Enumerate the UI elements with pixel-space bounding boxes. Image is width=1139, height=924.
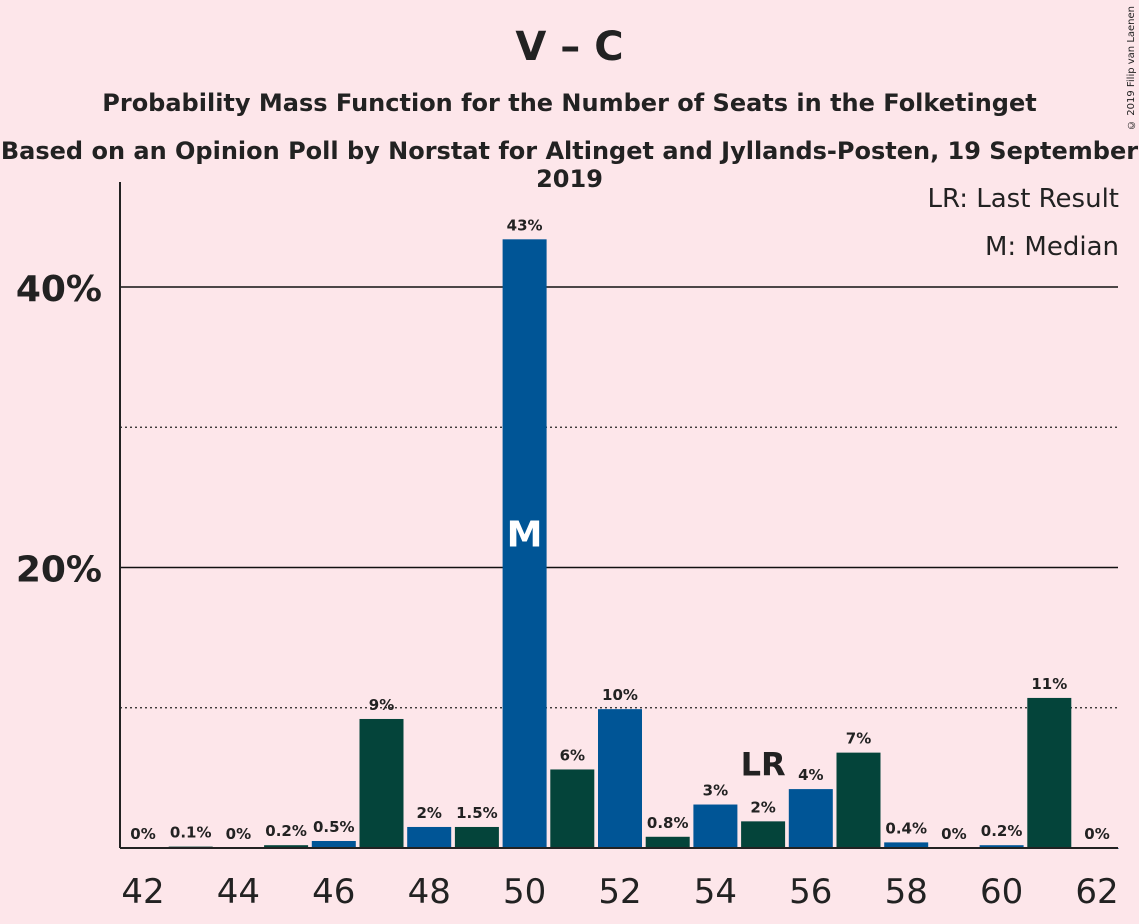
bar [741, 821, 786, 848]
bar-value-label: 4% [798, 766, 823, 784]
x-tick-label: 52 [598, 872, 641, 912]
last-result-marker: LR [741, 745, 786, 783]
bar [359, 718, 404, 848]
bar-value-label: 1.5% [456, 804, 498, 822]
bar [264, 845, 309, 848]
bar [311, 840, 356, 848]
bar-value-label: 0% [130, 825, 155, 843]
copyright-note: © 2019 Filip van Laenen [1126, 6, 1137, 130]
bar-value-label: 0.1% [170, 824, 212, 842]
x-tick-label: 60 [980, 872, 1023, 912]
bar [407, 826, 452, 848]
bar-value-label: 0.5% [313, 818, 355, 836]
y-tick-label: 20% [16, 550, 102, 591]
legend-median: M: Median [984, 232, 1119, 262]
bar-value-label: 11% [1031, 675, 1067, 693]
bar-value-label: 43% [507, 216, 543, 234]
x-tick-label: 56 [789, 872, 832, 912]
bar-value-label: 0.8% [647, 814, 689, 832]
x-tick-label: 54 [694, 872, 737, 912]
x-tick-label: 42 [121, 872, 164, 912]
bar [502, 239, 547, 848]
bar-value-label: 9% [369, 696, 394, 714]
bar-value-label: 2% [750, 798, 775, 816]
bar-value-label: 0.2% [981, 822, 1023, 840]
bar [836, 752, 881, 848]
legend-last-result: LR: Last Result [927, 184, 1119, 214]
x-tick-label: 62 [1075, 872, 1118, 912]
bar-value-label: 0% [1084, 825, 1109, 843]
bar [788, 789, 833, 848]
bar [454, 826, 499, 848]
y-tick-label: 40% [16, 269, 102, 310]
bar [598, 709, 642, 848]
bar-value-label: 0% [941, 825, 966, 843]
bar [1027, 697, 1072, 848]
x-tick-label: 50 [503, 872, 546, 912]
bar-value-label: 6% [560, 746, 585, 764]
bar-value-label: 7% [846, 730, 871, 748]
x-tick-label: 44 [217, 872, 260, 912]
x-tick-label: 46 [312, 872, 355, 912]
median-marker: M [507, 514, 543, 555]
chart-title: V – C [515, 24, 624, 70]
bar [645, 836, 690, 848]
bar-value-label: 0% [226, 825, 251, 843]
chart-subtitle: Probability Mass Function for the Number… [102, 89, 1037, 117]
bar-value-label: 0.2% [265, 822, 307, 840]
bar [693, 804, 738, 848]
bar-value-label: 3% [703, 782, 728, 800]
chart-source: Based on an Opinion Poll by Norstat for … [0, 137, 1139, 193]
x-tick-label: 48 [408, 872, 451, 912]
bar-value-label: 0.4% [885, 819, 927, 837]
bar [979, 845, 1024, 848]
x-tick-label: 58 [885, 872, 928, 912]
bar [550, 769, 595, 848]
bar [884, 842, 929, 848]
bar-value-label: 2% [416, 804, 441, 822]
bar-value-label: 10% [602, 686, 638, 704]
